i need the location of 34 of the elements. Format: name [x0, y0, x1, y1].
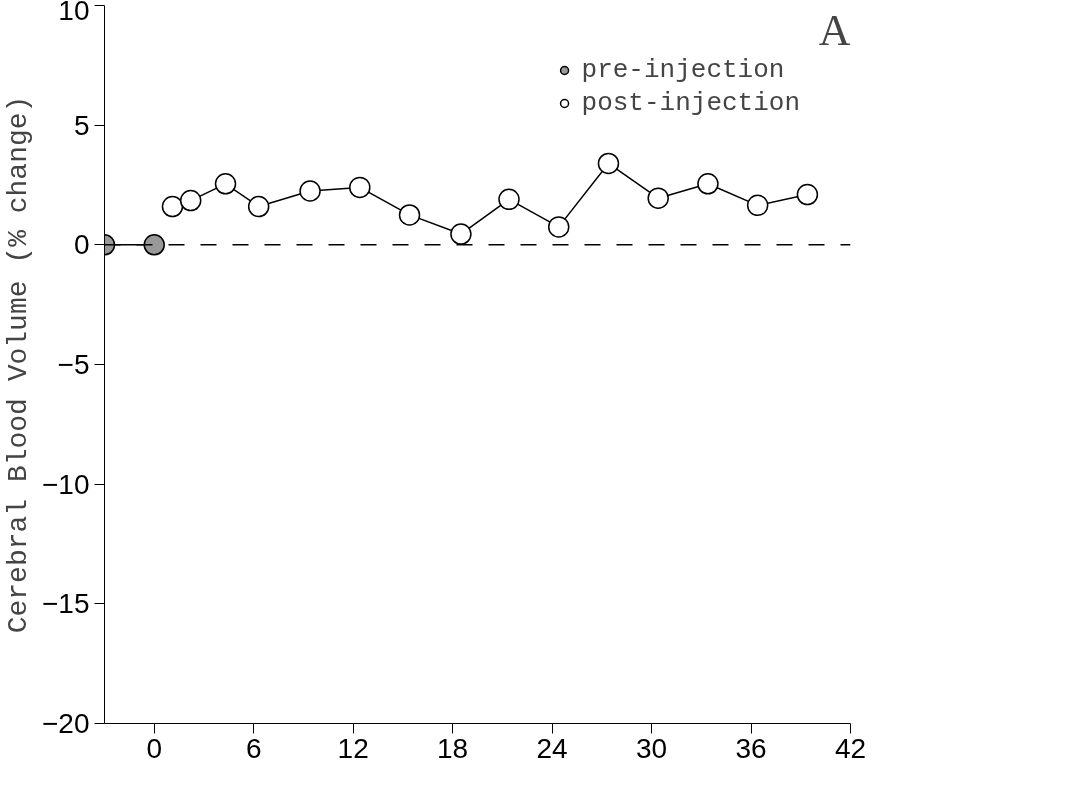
point — [398, 204, 421, 226]
point — [498, 188, 520, 211]
point — [179, 189, 202, 212]
legend-label: pre-injection — [581, 55, 785, 85]
x-tick-label: 42 — [834, 732, 867, 764]
y-tick-label: 0 — [73, 229, 90, 261]
point — [647, 187, 669, 209]
point — [214, 173, 237, 195]
y-axis-title: Cerebral Blood Volume (% change) — [3, 95, 34, 634]
point — [161, 195, 184, 218]
y-tick-label: −20 — [42, 708, 90, 739]
y-tick-label: −10 — [42, 468, 90, 500]
y-tick-label: −15 — [42, 588, 90, 620]
x-tick-label: 0 — [146, 732, 163, 764]
y-tick-label: −5 — [57, 349, 90, 380]
y-tick-label: 5 — [73, 109, 90, 141]
point — [697, 173, 719, 195]
x-tick-label: 36 — [735, 732, 767, 764]
x-tick-label: 24 — [536, 732, 568, 764]
legend-label: post-injection — [581, 88, 800, 118]
point — [349, 176, 371, 199]
annotation: A — [818, 5, 851, 55]
point — [597, 152, 620, 175]
point — [299, 180, 321, 202]
point — [796, 183, 819, 206]
point — [247, 195, 270, 218]
y-tick-label: 10 — [58, 0, 90, 26]
point — [746, 194, 769, 217]
point — [547, 216, 570, 238]
x-tick-label: 6 — [245, 732, 262, 764]
x-tick-label: 18 — [437, 732, 469, 764]
x-tick-label: 30 — [635, 732, 668, 764]
point — [450, 223, 472, 245]
x-tick-label: 12 — [337, 732, 369, 764]
